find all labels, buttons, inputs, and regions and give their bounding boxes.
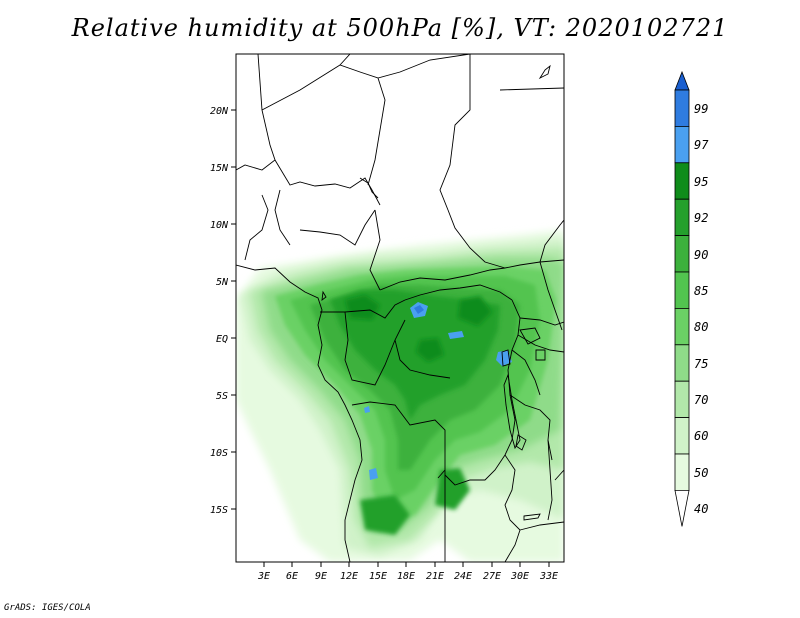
grads-credit: GrADS: IGES/COLA [4, 603, 91, 613]
lon-label: 3E [257, 571, 270, 582]
colorbar-segment [674, 344, 690, 382]
lat-label: 10N [210, 220, 229, 231]
colorbar-segment [674, 162, 690, 200]
colorbar-label: 92 [694, 211, 708, 225]
map-frame [235, 53, 565, 563]
lon-label: 33E [539, 571, 558, 582]
lat-label: 5N [216, 277, 229, 288]
lat-label: EQ [216, 334, 228, 345]
colorbar-segment [674, 271, 690, 309]
lon-label: 21E [426, 571, 444, 582]
colorbar-label: 90 [694, 248, 708, 262]
colorbar-labels: 99 97 95 92 90 85 80 75 70 60 50 40 [694, 102, 709, 516]
colorbar-label: 97 [694, 138, 709, 152]
colorbar-label: 80 [694, 320, 708, 334]
colorbar-segment [674, 417, 690, 455]
lon-label: 27E [483, 571, 501, 582]
lon-label: 30E [510, 571, 529, 582]
lon-label: 12E [340, 571, 358, 582]
lat-label: 5S [216, 391, 228, 402]
lon-label: 15E [369, 571, 387, 582]
chart-title: Relative humidity at 500hPa [%], VT: 202… [71, 14, 729, 42]
colorbar-segment [674, 89, 690, 127]
lat-axis: 20N 15N 10N 5N EQ 5S 10S 15S [210, 106, 236, 516]
lon-label: 9E [315, 571, 327, 582]
lat-label: 10S [210, 448, 228, 459]
colorbar-segment [674, 380, 690, 419]
lon-label: 6E [286, 571, 298, 582]
lat-label: 15S [210, 505, 228, 516]
humidity-field [236, 230, 564, 562]
lon-label: 18E [397, 571, 415, 582]
colorbar-segment [674, 307, 690, 346]
colorbar-label: 95 [694, 175, 708, 189]
colorbar-segment [674, 235, 690, 273]
colorbar-segment [674, 126, 690, 164]
lon-axis: 3E 6E 9E 12E 15E 18E 21E 24E 27E 30E 33E [257, 562, 558, 582]
colorbar-segment [674, 490, 690, 527]
colorbar-label: 50 [694, 466, 708, 480]
colorbar-label: 40 [694, 502, 708, 516]
colorbar-label: 70 [694, 393, 708, 407]
colorbar-segment [674, 70, 690, 91]
colorbar-segment [674, 453, 690, 491]
colorbar-label: 99 [694, 102, 708, 116]
country-borders [236, 54, 564, 562]
colorbar-segment [674, 198, 690, 236]
colorbar-label: 75 [694, 357, 708, 371]
colorbar-label: 60 [694, 429, 708, 443]
colorbar-label: 85 [694, 284, 708, 298]
lat-label: 15N [210, 163, 229, 174]
colorbar [674, 70, 690, 527]
lon-label: 24E [454, 571, 472, 582]
lat-label: 20N [210, 106, 229, 117]
